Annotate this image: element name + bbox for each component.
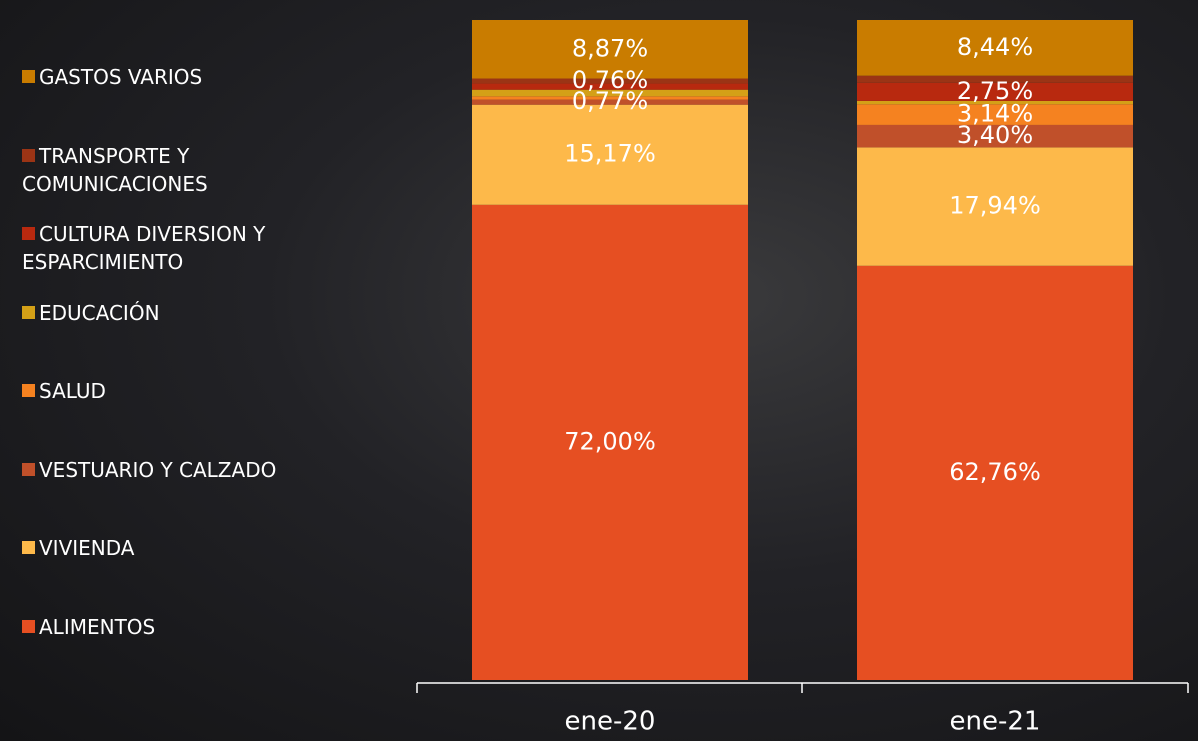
- data-label: 17,94%: [949, 192, 1041, 220]
- data-label: 72,00%: [564, 427, 656, 455]
- data-label: 8,44%: [957, 33, 1033, 61]
- legend-swatch: [22, 70, 35, 83]
- legend-item: CULTURA DIVERSION Y ESPARCIMIENTO: [22, 220, 352, 276]
- legend-swatch: [22, 149, 35, 162]
- data-label: 2,75%: [957, 77, 1033, 105]
- legend-swatch: [22, 541, 35, 554]
- legend-label: VESTUARIO Y CALZADO: [39, 458, 276, 482]
- legend-label: TRANSPORTE Y COMUNICACIONES: [22, 144, 208, 196]
- legend-item: TRANSPORTE Y COMUNICACIONES: [22, 142, 352, 198]
- x-tick-label: ene-20: [565, 707, 656, 737]
- legend-label: EDUCACIÓN: [39, 301, 160, 325]
- legend-swatch: [22, 384, 35, 397]
- legend-item: VESTUARIO Y CALZADO: [22, 456, 352, 484]
- legend-item: GASTOS VARIOS: [22, 63, 352, 91]
- legend-label: SALUD: [39, 379, 106, 403]
- data-label: 0,76%: [572, 66, 648, 94]
- data-label: 8,87%: [572, 34, 648, 62]
- data-label: 15,17%: [564, 140, 656, 168]
- legend-swatch: [22, 306, 35, 319]
- legend-item: ALIMENTOS: [22, 613, 352, 641]
- legend-item: SALUD: [22, 377, 352, 405]
- legend-swatch: [22, 227, 35, 240]
- legend-label: VIVIENDA: [39, 536, 135, 560]
- legend-swatch: [22, 463, 35, 476]
- legend-label: ALIMENTOS: [39, 615, 155, 639]
- legend-label: GASTOS VARIOS: [39, 65, 202, 89]
- data-label: 62,76%: [949, 458, 1041, 486]
- legend-item: EDUCACIÓN: [22, 299, 352, 327]
- x-tick-label: ene-21: [950, 707, 1041, 737]
- page: 72,00%15,17%0,77%0,76%8,87%ene-2062,76%1…: [0, 0, 1198, 741]
- legend-label: CULTURA DIVERSION Y ESPARCIMIENTO: [22, 222, 265, 274]
- legend-item: VIVIENDA: [22, 534, 352, 562]
- legend-swatch: [22, 620, 35, 633]
